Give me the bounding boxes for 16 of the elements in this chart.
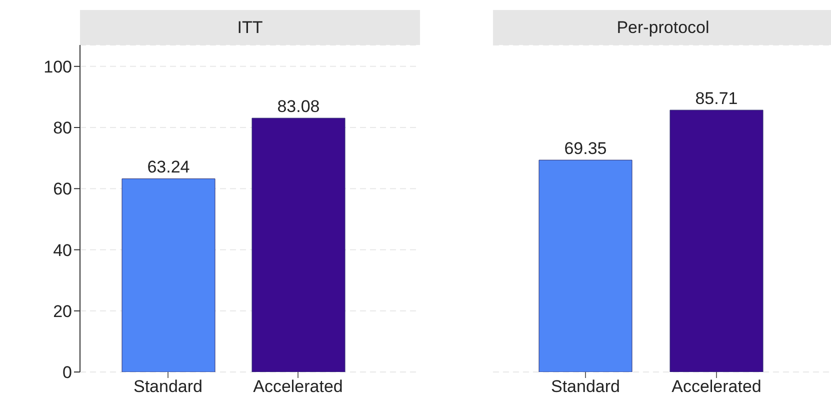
chart-title: ITT (80, 10, 420, 45)
y-tick-label: 80 (53, 118, 72, 138)
chart-title: Per-protocol (493, 10, 831, 45)
y-tick-label: 20 (53, 302, 72, 321)
y-tick-label: 60 (53, 180, 72, 199)
data-label: 83.08 (277, 97, 320, 116)
x-tick-label: Accelerated (253, 377, 343, 396)
x-tick-label: Standard (134, 377, 202, 396)
x-tick-label: Standard (551, 377, 620, 396)
data-label: 69.35 (564, 139, 607, 158)
data-label: 85.71 (695, 89, 738, 108)
data-label: 63.24 (147, 158, 190, 177)
y-tick-label: 0 (62, 363, 72, 382)
x-tick-label: Accelerated (672, 377, 762, 396)
y-tick-label: 40 (53, 240, 72, 260)
y-tick-label: 100 (44, 57, 72, 76)
